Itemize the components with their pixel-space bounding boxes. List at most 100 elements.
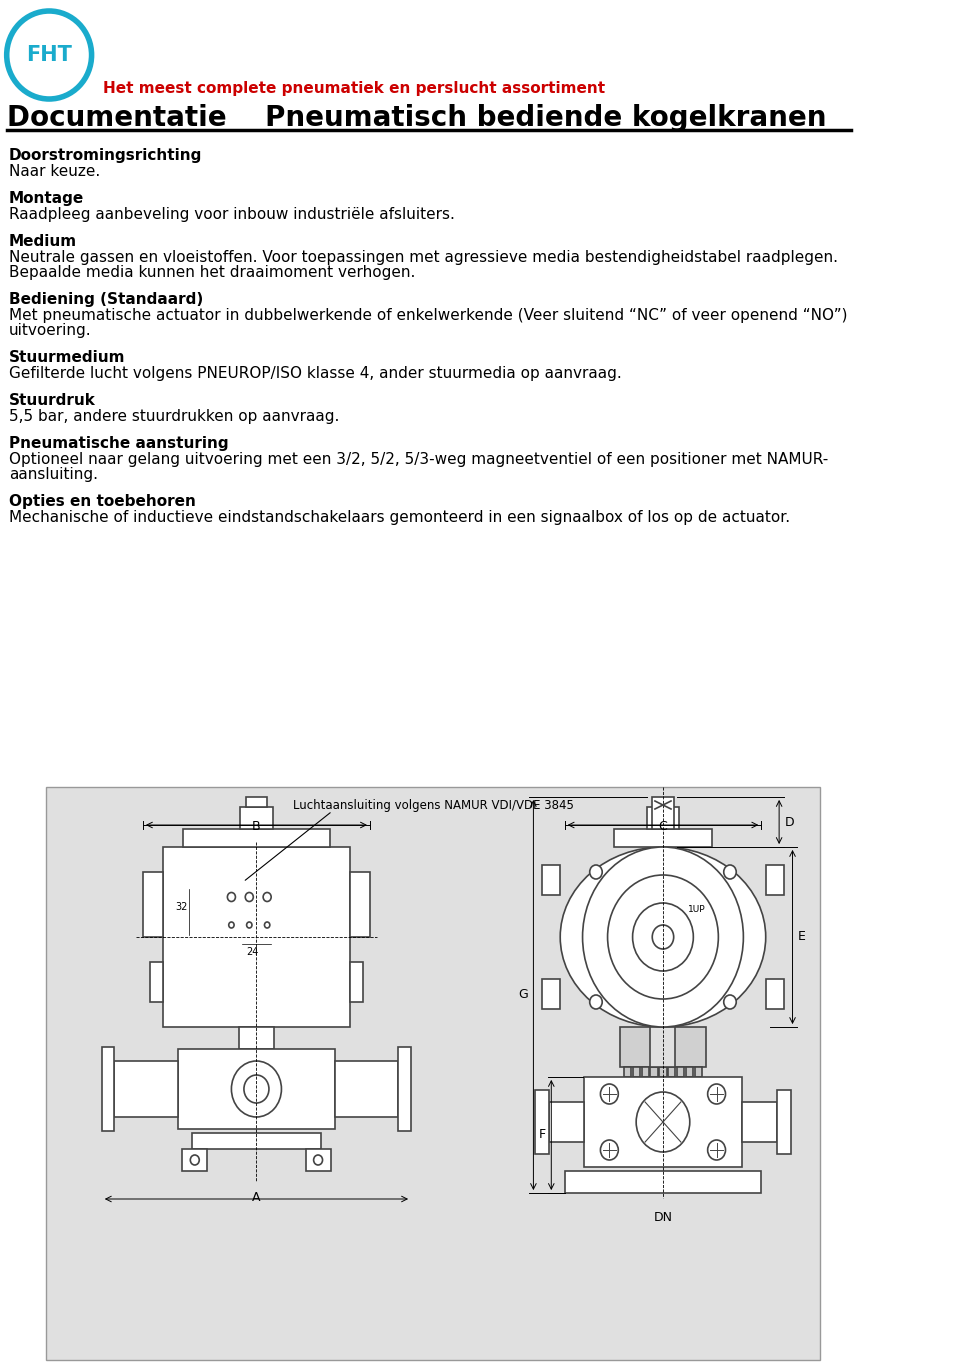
Circle shape [600,1140,618,1160]
Circle shape [190,1155,200,1166]
Bar [564,1171,761,1193]
Bar [335,1062,398,1118]
Text: E: E [798,930,805,944]
Circle shape [228,922,234,928]
Bar [695,1067,703,1077]
Text: F: F [539,1129,546,1141]
Circle shape [600,1083,618,1104]
Circle shape [589,865,602,880]
Text: 5,5 bar, andere stuurdrukken op aanvraag.: 5,5 bar, andere stuurdrukken op aanvraag… [9,409,339,424]
Circle shape [724,995,736,1010]
Text: Optioneel naar gelang uitvoering met een 3/2, 5/2, 5/3-weg magneetventiel of een: Optioneel naar gelang uitvoering met een… [9,451,828,466]
Bar [647,807,679,829]
Bar [651,1067,658,1077]
Bar [677,1067,684,1077]
Text: 32: 32 [176,902,187,912]
Bar [548,1103,585,1142]
Circle shape [708,1083,726,1104]
Ellipse shape [561,847,766,1027]
Text: Het meest complete pneumatiek en perslucht assortiment: Het meest complete pneumatiek en persluc… [103,81,605,96]
Bar [542,979,561,1010]
Bar [686,1067,693,1077]
Bar [778,1090,791,1155]
Bar [182,1149,207,1171]
Text: B: B [252,819,261,833]
Bar [178,1049,335,1129]
Text: Pneumatische aansturing: Pneumatische aansturing [9,436,228,451]
Text: Doorstromingsrichting: Doorstromingsrichting [9,148,203,163]
Bar [192,1133,321,1149]
Text: Met pneumatische actuator in dubbelwerkende of enkelwerkende (Veer sluitend “NC”: Met pneumatische actuator in dubbelwerke… [9,308,848,323]
Bar [766,865,783,895]
Text: Bepaalde media kunnen het draaimoment verhogen.: Bepaalde media kunnen het draaimoment ve… [9,265,416,280]
Text: Raadpleeg aanbeveling voor inbouw industriële afsluiters.: Raadpleeg aanbeveling voor inbouw indust… [9,207,455,222]
Bar [641,1067,649,1077]
Bar [633,1067,639,1077]
Circle shape [247,922,252,928]
Circle shape [724,865,736,880]
Text: Opties en toebehoren: Opties en toebehoren [9,494,196,509]
Text: Neutrale gassen en vloeistoffen. Voor toepassingen met agressieve media bestendi: Neutrale gassen en vloeistoffen. Voor to… [9,250,838,265]
Text: uitvoering.: uitvoering. [9,323,91,338]
Circle shape [245,892,253,902]
Bar [398,1047,411,1131]
Bar [668,1067,676,1077]
Circle shape [264,922,270,928]
Bar [350,962,363,1001]
Circle shape [228,892,235,902]
Text: 1UP: 1UP [688,904,706,914]
Bar [183,829,329,847]
Bar [162,847,350,1027]
Bar [660,1067,666,1077]
Bar [624,1067,631,1077]
Text: DN: DN [654,1211,672,1224]
Text: Luchtaansluiting volgens NAMUR VDI/VDE 3845: Luchtaansluiting volgens NAMUR VDI/VDE 3… [293,799,574,811]
Text: Naar keuze.: Naar keuze. [9,164,100,179]
Bar [143,871,162,937]
Text: FHT: FHT [26,45,72,66]
Bar [542,865,561,895]
Bar [46,787,820,1360]
Circle shape [633,903,693,971]
Circle shape [636,1092,690,1152]
Bar [102,1047,114,1131]
Bar [652,798,674,829]
Bar [350,871,370,937]
Text: C: C [659,819,667,833]
Text: Stuurmedium: Stuurmedium [9,350,126,365]
Circle shape [244,1075,269,1103]
Text: D: D [784,815,794,829]
Circle shape [589,995,602,1010]
Circle shape [263,892,271,902]
Bar [766,979,783,1010]
Bar [239,1027,275,1049]
Bar [651,1027,676,1067]
Ellipse shape [7,11,91,98]
Text: Gefilterde lucht volgens PNEUROP/ISO klasse 4, ander stuurmedia op aanvraag.: Gefilterde lucht volgens PNEUROP/ISO kla… [9,367,622,382]
Circle shape [608,876,718,999]
Bar [741,1103,778,1142]
Text: G: G [518,989,528,1001]
Bar [620,1027,706,1067]
Text: Bediening (Standaard): Bediening (Standaard) [9,291,204,306]
Circle shape [231,1062,281,1118]
Circle shape [708,1140,726,1160]
Bar [613,829,712,847]
Text: Documentatie    Pneumatisch bediende kogelkranen: Documentatie Pneumatisch bediende kogelk… [7,104,827,131]
Text: 24: 24 [246,947,258,958]
Bar [240,807,273,829]
Text: Stuurdruk: Stuurdruk [9,393,96,408]
Bar [585,1077,741,1167]
Text: aansluiting.: aansluiting. [9,466,98,482]
Bar [246,798,267,807]
Text: A: A [252,1192,261,1204]
Bar [305,1149,330,1171]
Circle shape [652,925,674,949]
Text: Mechanische of inductieve eindstandschakelaars gemonteerd in een signaalbox of l: Mechanische of inductieve eindstandschak… [9,510,790,525]
Circle shape [583,847,743,1027]
Text: Medium: Medium [9,234,77,249]
Circle shape [314,1155,323,1166]
Text: Montage: Montage [9,192,84,207]
Bar [150,962,162,1001]
Bar [536,1090,548,1155]
